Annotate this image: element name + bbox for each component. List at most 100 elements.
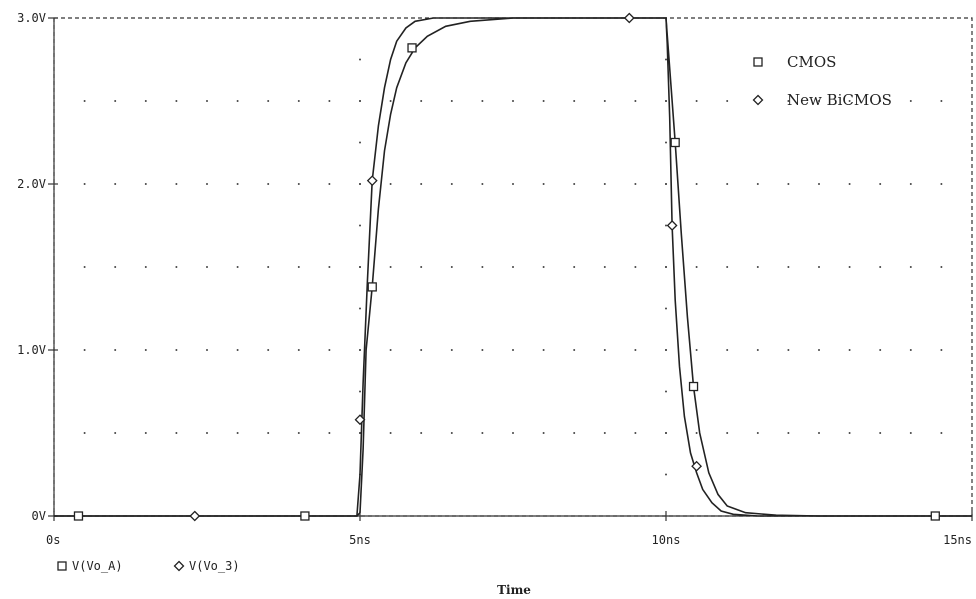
grid-dot: [603, 266, 606, 268]
y-tick-label: 1.0V: [17, 343, 46, 357]
grid-dot: [359, 266, 361, 268]
grid-dot: [359, 307, 361, 310]
grid-dot: [359, 58, 361, 61]
axis-labels: 0V 1.0V 2.0V 3.0V 0s 5ns 10ns 15ns: [17, 11, 972, 547]
grid-dot: [236, 432, 239, 434]
grid-dot: [512, 432, 514, 434]
grid-dot: [787, 183, 790, 185]
grid-dot: [297, 266, 300, 268]
grid-dot: [144, 432, 147, 434]
grid-dot: [328, 432, 331, 434]
grid-dot: [909, 100, 912, 102]
grid-dot: [726, 432, 729, 434]
grid-dot: [634, 266, 637, 268]
grid-dot: [665, 390, 667, 393]
trace-label: V(Vo_A): [72, 559, 123, 573]
grid-dot: [297, 349, 300, 351]
grid-dot: [481, 349, 484, 351]
grid-dot: [909, 432, 912, 434]
grid-dot: [114, 183, 117, 185]
grid-dot: [481, 432, 484, 434]
grid-dot: [665, 473, 667, 476]
grid-dot: [175, 432, 178, 434]
square-marker: [367, 282, 377, 292]
grid-dot: [359, 141, 361, 144]
grid-dot: [542, 266, 545, 268]
x-tick-label: 0s: [46, 533, 60, 547]
grid-dot: [634, 100, 637, 102]
grid-dot: [450, 266, 453, 268]
grid-dot: [665, 266, 667, 268]
grid-dot: [818, 349, 820, 351]
grid-dot: [297, 432, 300, 434]
grid-dot: [603, 100, 606, 102]
grid-dot: [940, 183, 943, 185]
grid-dot: [481, 266, 484, 268]
grid-dot: [940, 266, 943, 268]
grid-dot: [787, 100, 790, 102]
grid-dot: [695, 266, 698, 268]
grid-dot: [573, 183, 576, 185]
grid-dot: [542, 183, 545, 185]
grid-dot: [359, 390, 361, 393]
grid-dot: [848, 100, 851, 102]
grid-dot: [787, 349, 790, 351]
trace-legend: V(Vo_A) V(Vo_3): [57, 559, 240, 573]
grid-dot: [512, 266, 514, 268]
grid-dot: [389, 183, 392, 185]
grid-dot: [359, 224, 361, 227]
legend-label: New BiCMOS: [787, 91, 892, 109]
grid-dot: [481, 100, 484, 102]
grid-dot: [328, 100, 331, 102]
x-tick-label: 10ns: [652, 533, 681, 547]
grid-dot: [665, 100, 667, 102]
grid-dot: [818, 432, 820, 434]
grid-dot: [450, 100, 453, 102]
grid-dot: [756, 183, 759, 185]
grid-dot: [267, 183, 270, 185]
grid-dot: [940, 349, 943, 351]
grid-dot: [695, 349, 698, 351]
grid-dot: [818, 266, 820, 268]
grid-dot: [726, 100, 729, 102]
grid-dot: [634, 183, 637, 185]
legend-square-marker: [753, 57, 763, 67]
grid-dot: [206, 349, 208, 351]
axis-ticks: [48, 17, 973, 521]
grid-dot: [665, 432, 667, 434]
trace-label: V(Vo_3): [189, 559, 240, 573]
grid-dot: [879, 100, 882, 102]
diamond-marker: [189, 510, 201, 522]
diamond-marker: [366, 175, 378, 187]
grid-dot: [695, 432, 698, 434]
grid-dot: [848, 183, 851, 185]
grid-dot: [603, 432, 606, 434]
grid-dot: [818, 183, 820, 185]
grid-dot: [236, 349, 239, 351]
y-tick-label: 2.0V: [17, 177, 46, 191]
grid-dot: [206, 183, 208, 185]
grid-dot: [512, 100, 514, 102]
series-line-new-bicmos: [54, 17, 972, 517]
grid-dot: [297, 100, 300, 102]
grid-dot: [420, 349, 423, 351]
grid-dot: [144, 100, 147, 102]
grid-dot: [848, 349, 851, 351]
grid-dot: [359, 100, 361, 102]
grid-dot: [512, 183, 514, 185]
grid-dot: [603, 183, 606, 185]
grid-dot: [909, 266, 912, 268]
grid-dots: [83, 58, 943, 476]
grid-dot: [542, 432, 545, 434]
x-tick-label: 5ns: [349, 533, 371, 547]
grid-dot: [512, 349, 514, 351]
grid-dot: [665, 58, 667, 61]
grid-dot: [144, 266, 147, 268]
grid-dot: [420, 183, 423, 185]
grid-dot: [573, 432, 576, 434]
grid-dot: [359, 349, 361, 351]
grid-dot: [879, 432, 882, 434]
grid-dot: [879, 266, 882, 268]
grid-dot: [573, 100, 576, 102]
